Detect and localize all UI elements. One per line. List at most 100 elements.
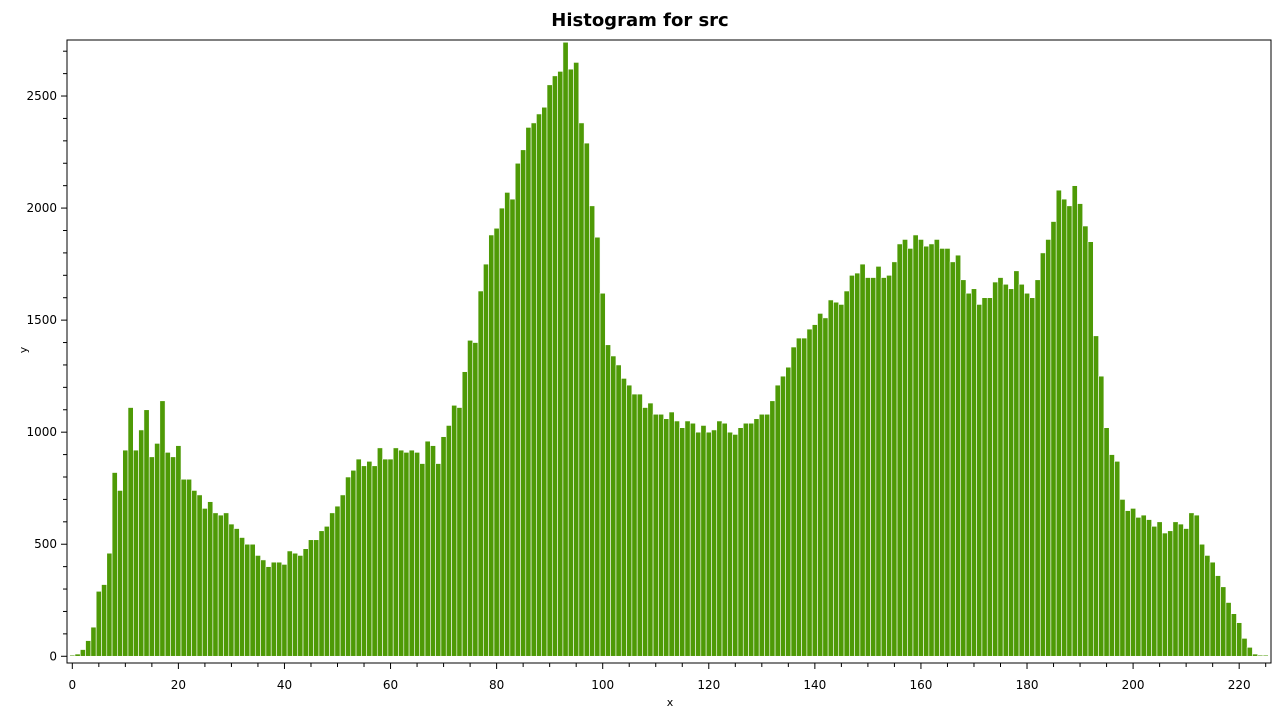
histogram-bar [1082, 225, 1089, 657]
histogram-bar [695, 431, 702, 657]
histogram-bar [1018, 283, 1025, 657]
histogram-bar [525, 127, 532, 657]
histogram-bar [933, 239, 940, 657]
x-tick-label: 60 [383, 678, 398, 692]
x-tick-label: 220 [1228, 678, 1251, 692]
histogram-bar [1050, 221, 1057, 657]
histogram-bar [769, 400, 776, 657]
histogram-bar [329, 512, 336, 657]
histogram-bar [223, 512, 230, 657]
histogram-bar [1013, 270, 1020, 657]
histogram-bar [928, 243, 935, 657]
histogram-bar [1146, 519, 1152, 657]
histogram-bar [615, 364, 622, 657]
histogram-bar [605, 344, 611, 657]
histogram-bar [1077, 203, 1084, 657]
x-tick-label: 160 [909, 678, 932, 692]
histogram-bar [541, 106, 548, 657]
histogram-bar [191, 490, 198, 657]
histogram-bar [281, 564, 288, 657]
histogram-bar [514, 162, 521, 657]
histogram-bar [170, 456, 177, 657]
histogram-bar [674, 420, 680, 657]
histogram-bar [902, 239, 908, 657]
histogram-bar [668, 411, 675, 657]
histogram-bar [122, 449, 129, 657]
histogram-bar [578, 122, 585, 657]
histogram-bar [647, 402, 654, 657]
histogram-bar [217, 514, 224, 657]
histogram-bar [896, 243, 903, 657]
histogram-bar [483, 263, 489, 657]
histogram-bar [923, 245, 930, 657]
histogram-bar [435, 463, 442, 657]
histogram-bar [552, 75, 558, 657]
histogram-bar [965, 292, 972, 657]
histogram-bar [297, 555, 304, 657]
histogram-bar [101, 584, 108, 657]
histogram-bar [1225, 602, 1232, 657]
histogram-bar [186, 478, 192, 657]
histogram-bar [1093, 335, 1099, 657]
histogram-bar [201, 508, 208, 657]
y-axis-label: y [17, 346, 30, 353]
histogram-bar [430, 445, 436, 657]
histogram-bar [1071, 185, 1078, 657]
histogram-bar [1135, 517, 1142, 657]
histogram-bar [1246, 647, 1253, 657]
histogram-bar [780, 375, 786, 657]
histogram-bar [1161, 532, 1168, 657]
histogram-bar [467, 339, 474, 657]
histogram-bar [546, 84, 553, 657]
histogram-bar [366, 461, 373, 657]
histogram-bar [440, 436, 447, 657]
x-tick-label: 100 [591, 678, 614, 692]
histogram-bar [907, 248, 914, 657]
histogram-bar [880, 277, 887, 657]
histogram-bar [387, 458, 394, 657]
histogram-bar [79, 649, 86, 657]
histogram-bar [1188, 512, 1195, 657]
histogram-bar [939, 248, 946, 657]
histogram-bar [764, 413, 771, 657]
histogram-bar [355, 458, 362, 657]
histogram-bar [276, 561, 283, 657]
histogram-bar [636, 393, 643, 657]
x-tick-label: 140 [803, 678, 826, 692]
histogram-bar [811, 324, 818, 657]
histogram-bar [594, 236, 601, 657]
histogram-bar [976, 304, 983, 657]
histogram-bar [339, 494, 346, 657]
histogram-bar [742, 422, 749, 657]
histogram-bar [795, 337, 802, 657]
histogram-bar [334, 505, 341, 657]
histogram-bar [912, 234, 919, 657]
histogram-bar [785, 366, 792, 657]
histogram-bar [117, 490, 123, 657]
histogram-bar [371, 465, 378, 657]
histogram-bar [732, 434, 739, 657]
histogram-bar [721, 422, 728, 657]
y-tick-label: 500 [34, 537, 57, 551]
histogram-bar [1262, 654, 1269, 657]
histogram-bar [573, 62, 580, 657]
histogram-bar [345, 476, 352, 657]
histogram-bar [567, 68, 574, 657]
histogram-bar [143, 409, 150, 657]
histogram-bar [1055, 189, 1062, 657]
y-tick-label: 1000 [26, 425, 57, 439]
histogram-bar [610, 355, 617, 657]
histogram-bar [445, 425, 452, 657]
histogram-bar [392, 447, 399, 657]
histogram-bar [854, 272, 861, 657]
x-tick-label: 40 [277, 678, 292, 692]
histogram-bar [488, 234, 495, 657]
histogram-bar [85, 640, 92, 657]
histogram-bar [408, 449, 415, 657]
histogram-bar [323, 525, 330, 657]
histogram-bar [493, 227, 500, 657]
histogram-bar [753, 418, 760, 657]
histogram-bar [631, 393, 638, 657]
x-tick-label: 20 [171, 678, 186, 692]
histogram-bar [1236, 622, 1243, 657]
